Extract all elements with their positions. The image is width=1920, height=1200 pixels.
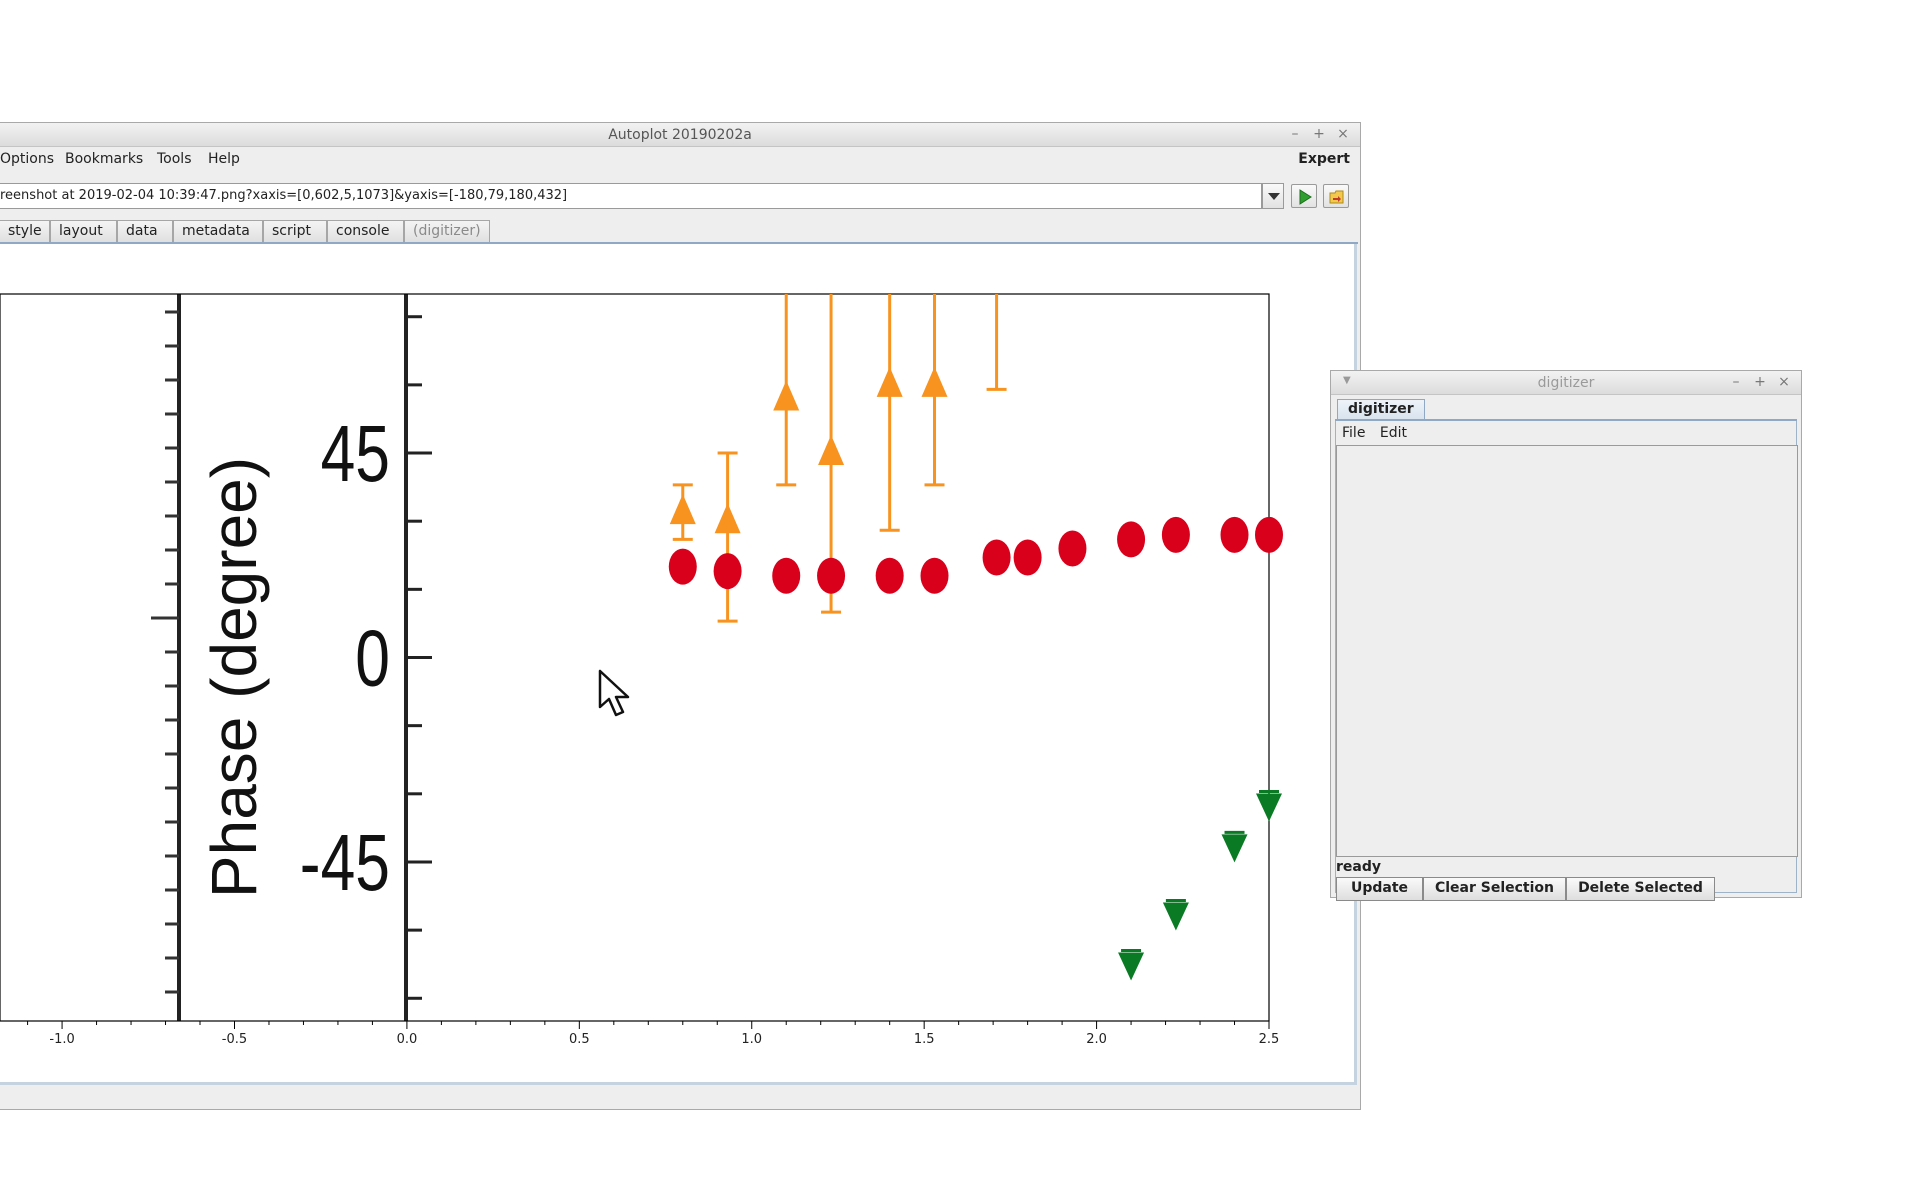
uri-value: reenshot at 2019-02-04 10:39:47.png?xaxi… [0,188,568,203]
digitizer-points-list[interactable] [1336,445,1798,857]
menu-help[interactable]: Help [208,151,240,167]
tab-script[interactable]: script [263,220,327,242]
menu-file[interactable]: File [1342,425,1366,441]
digitizer-tab-underline [1335,419,1797,421]
status-bar [0,1085,1358,1109]
plot-frame [0,293,1270,1022]
circle-point [982,539,1011,576]
folder-icon [1329,190,1344,204]
window-title: Autoplot 20190202a [608,127,752,143]
x-tick-label: 2.5 [1259,1032,1280,1047]
x-tick-label: 0.0 [397,1032,418,1047]
triangle-up-point [876,366,903,397]
triangle-up-point [714,503,741,534]
menubar: Options Bookmarks Tools Help Expert [0,147,1360,171]
menu-options[interactable]: Options [0,151,55,167]
x-tick-label: -0.5 [222,1032,247,1047]
tab-console[interactable]: console [327,220,404,242]
menu-tools[interactable]: Tools [157,151,192,167]
digitizer-window: ▼ digitizer – + × digitizer File Edit re… [1330,370,1802,901]
circle-point [668,548,697,585]
circle-point [817,557,846,594]
circle-point [1117,521,1146,558]
maximize-icon[interactable]: + [1754,374,1766,390]
uri-history-dropdown[interactable] [1262,183,1284,209]
x-tick-label: 2.0 [1086,1032,1107,1047]
y-axis-label: Phase (degree) [198,457,270,898]
tab-digitizer[interactable]: (digitizer) [404,220,490,242]
triangle-up-point [921,366,948,397]
circle-point [1255,516,1283,553]
x-tick-label: 0.5 [569,1032,590,1047]
maximize-icon[interactable]: + [1313,126,1325,142]
triangle-up-point [818,435,845,466]
autoplot-window: Autoplot 20190202a – + × Options Bookmar… [0,122,1361,1110]
expert-menu[interactable]: Expert [1298,151,1350,167]
circle-point [1058,530,1087,567]
tab-style[interactable]: style [0,220,50,242]
delete-selected-button[interactable]: Delete Selected [1566,877,1715,901]
chevron-down-icon [1268,193,1280,200]
digitizer-menubar: File Edit [1342,425,1417,441]
digitizer-title: digitizer [1537,375,1595,391]
clear-selection-button[interactable]: Clear Selection [1423,877,1566,901]
triangle-down-point [1221,834,1248,863]
triangle-up-point [773,380,800,411]
x-tick-label: 1.0 [741,1032,762,1047]
y-tick-label: 45 [321,410,390,499]
minimize-icon[interactable]: – [1732,374,1740,390]
minimize-icon[interactable]: – [1291,126,1299,142]
x-tick-label: -1.0 [49,1032,74,1047]
uri-input[interactable]: reenshot at 2019-02-04 10:39:47.png?xaxi… [0,183,1262,209]
tab-metadata[interactable]: metadata [173,220,263,242]
menu-bookmarks[interactable]: Bookmarks [65,151,144,167]
tab-layout[interactable]: layout [50,220,117,242]
mouse-pointer-icon [598,669,630,717]
circle-point [713,553,742,590]
triangle-down-point [1162,902,1189,931]
triangle-down-point [1256,793,1282,822]
browse-button[interactable] [1323,184,1349,208]
close-icon[interactable]: × [1778,374,1790,390]
embedded-figure: 45 0 -45 Phase (degree) [151,294,432,1021]
digitizer-status: ready [1336,859,1381,875]
play-icon [1299,189,1312,205]
circle-point [875,557,904,594]
y-tick-label: 0 [355,614,390,703]
autoplot-titlebar[interactable]: Autoplot 20190202a – + × [0,123,1360,147]
triangle-up-point [669,494,696,525]
go-button[interactable] [1291,184,1317,208]
update-button[interactable]: Update [1336,877,1423,901]
tab-data[interactable]: data [117,220,173,242]
digitizer-panel: File Edit ready Update Clear Selection D… [1335,421,1798,901]
circle-point [1161,516,1190,553]
digitizer-tab[interactable]: digitizer [1337,399,1425,419]
triangle-down-point [1118,952,1145,981]
circle-point [920,557,949,594]
plot-canvas[interactable]: 45 0 -45 Phase (degree) -1.0 -0.5 0.0 0.5 1.0 1.… [0,244,1357,1085]
close-icon[interactable]: × [1337,126,1349,142]
circle-point [1013,539,1042,576]
data-marks [668,294,1283,981]
window-menu-icon[interactable]: ▼ [1343,375,1351,386]
y-tick-label: -45 [300,819,390,908]
digitizer-titlebar[interactable]: ▼ digitizer – + × [1331,371,1801,395]
tab-underline [0,242,1358,244]
x-axis: -1.0 -0.5 0.0 0.5 1.0 1.5 2.0 2.5 [27,1021,1280,1047]
circle-point [1220,516,1249,553]
x-tick-label: 1.5 [914,1032,935,1047]
menu-edit[interactable]: Edit [1379,425,1408,441]
plot-svg[interactable]: 45 0 -45 Phase (degree) -1.0 -0.5 0.0 0.5 1.0 1.… [0,244,1357,1085]
circle-point [772,557,801,594]
